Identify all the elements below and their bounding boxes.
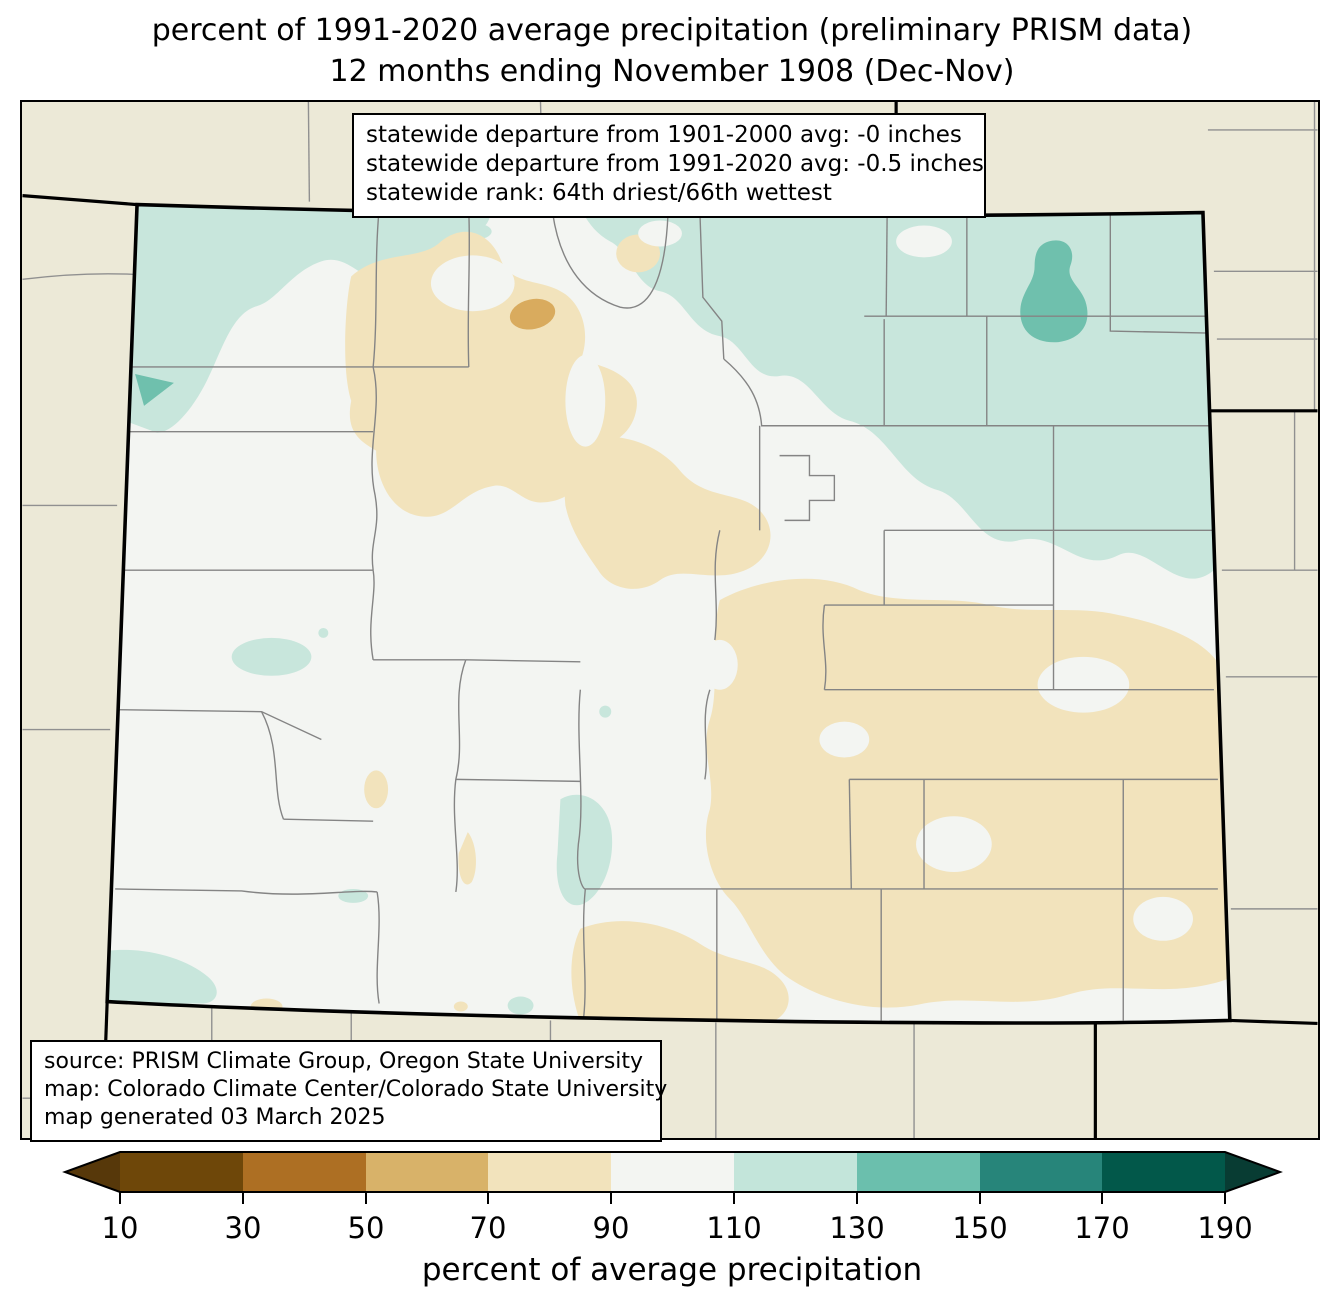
tick-label: 70 [470,1211,507,1245]
precip-region-normal [430,220,1193,941]
colorbar-segment [243,1152,366,1192]
tick-label: 50 [348,1211,385,1245]
colorbar-ticks [119,1192,1226,1204]
precip-region-tan [564,436,771,589]
source-line-1: source: PRISM Climate Group, Oregon Stat… [44,1049,644,1074]
tick-label: 170 [1074,1211,1129,1245]
source-line-3: map generated 03 March 2025 [44,1105,386,1130]
colorbar-tick-labels: 10 30 50 70 90 110 130 150 170 190 [102,1211,1253,1245]
precip-region-teal [599,705,612,718]
source-box: source: PRISM Climate Group, Oregon Stat… [30,1040,668,1142]
precip-region-tan [571,921,789,1023]
colorbar-segment [611,1152,734,1192]
precip-region-teal [108,949,217,1004]
colorbar-segment [857,1152,980,1192]
tick-label: 130 [829,1211,884,1245]
colorbar-under-arrow [65,1152,120,1192]
colorbar-segment [980,1152,1102,1192]
tick-label: 10 [102,1211,139,1245]
precip-region-teal [556,794,613,906]
statewide-stats-box: statewide departure from 1901-2000 avg: … [352,113,986,218]
colorbar-segment [1102,1152,1225,1192]
precip-region-teal [507,996,534,1015]
colorbar-segment [366,1152,488,1192]
precip-region-tan [705,578,1229,1008]
precipitation-regions [108,204,1229,1023]
stats-line-2: statewide departure from 1991-2020 avg: … [366,151,984,177]
precip-region-tan [453,1001,468,1012]
colorbar-over-arrow [1225,1152,1280,1192]
colorado-precipitation-map [22,102,1318,1138]
colorbar: 10 30 50 70 90 110 130 150 170 190 perce… [62,1151,1283,1288]
tick-label: 90 [593,1211,630,1245]
colorbar-segment [734,1152,857,1192]
colorbar-segments [62,1151,1283,1193]
tick-label: 190 [1197,1211,1252,1245]
colorbar-axis-label: percent of average precipitation [422,1252,922,1288]
colorado-county-lines [115,209,1218,1021]
title-line-2: 12 months ending November 1908 (Dec-Nov) [329,54,1015,89]
map-title: percent of 1991-2020 average precipitati… [0,10,1344,92]
title-line-1: percent of 1991-2020 average precipitati… [151,13,1193,48]
tick-label: 150 [952,1211,1007,1245]
map-frame [20,100,1320,1140]
colorbar-segment [120,1152,243,1192]
precip-region-teal-high [135,373,174,406]
stats-line-1: statewide departure from 1901-2000 avg: … [366,122,962,148]
precip-region-tan [364,770,389,809]
colorbar-segment [488,1152,611,1192]
tick-label: 30 [225,1211,262,1245]
tick-label: 110 [706,1211,761,1245]
precip-region-tan [458,832,476,885]
source-line-2: map: Colorado Climate Center/Colorado St… [44,1077,668,1102]
precip-region-teal [231,637,312,676]
stats-line-3: statewide rank: 64th driest/66th wettest [366,180,832,206]
precip-region-teal [318,627,329,638]
precip-region-tan-high [509,298,556,330]
precip-region-tan [345,231,637,517]
